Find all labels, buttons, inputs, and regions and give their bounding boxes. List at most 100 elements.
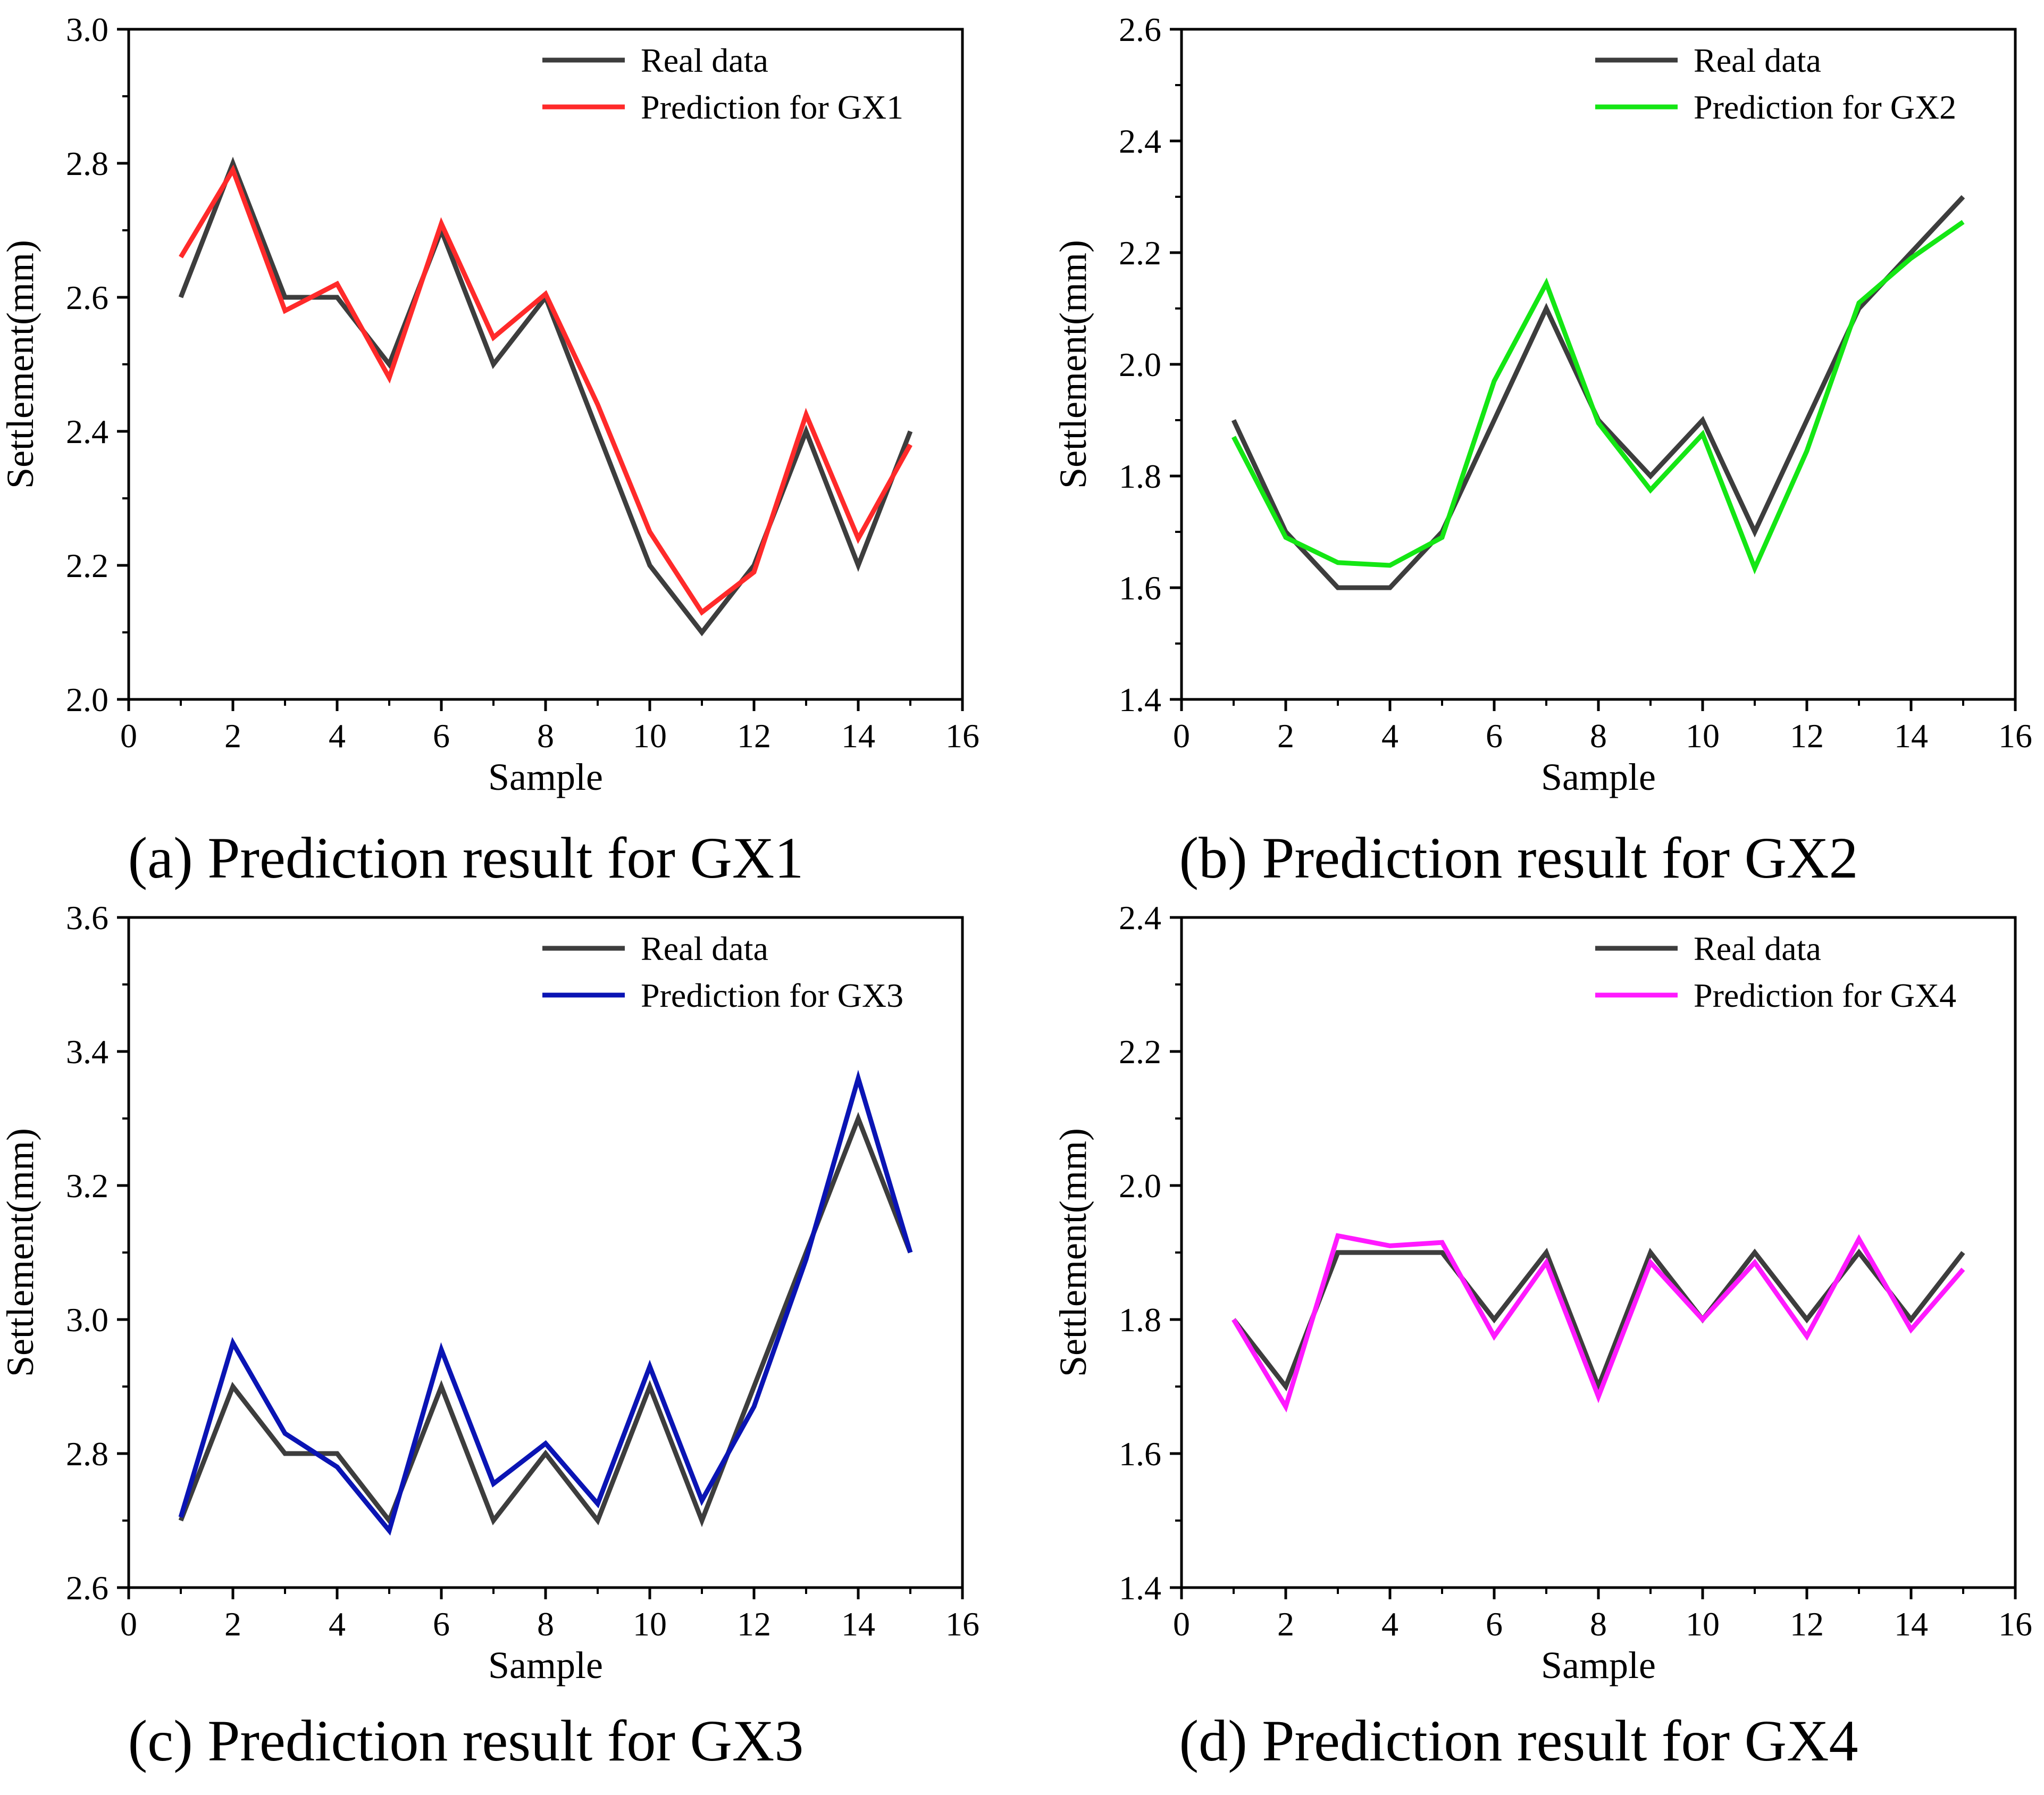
prediction-point [180, 1516, 182, 1518]
legend-label: Prediction for GX4 [1694, 976, 1956, 1014]
x-tick-label: 10 [633, 1605, 667, 1643]
real-data-point [857, 564, 859, 566]
y-tick-label: 1.8 [1119, 457, 1161, 495]
prediction-point [805, 1258, 807, 1260]
prediction-point [544, 1442, 547, 1445]
prediction-point [649, 531, 651, 533]
x-tick-label: 0 [1173, 1605, 1190, 1643]
real-data-point [1597, 1385, 1599, 1388]
real-data-point [1806, 1318, 1808, 1321]
prediction-point [1962, 1268, 1964, 1271]
real-data-point [1441, 1251, 1443, 1254]
real-data-point [492, 1520, 495, 1522]
y-axis-label: Settlement(mm) [1052, 1128, 1094, 1377]
real-data-point [597, 430, 599, 432]
prediction-point [701, 1499, 703, 1501]
y-axis-label: Settlement(mm) [1052, 240, 1094, 489]
prediction-point [597, 1503, 599, 1505]
prediction-point [1493, 380, 1495, 382]
real-data-point [1649, 1251, 1652, 1254]
x-axis-label: Sample [1541, 756, 1656, 798]
prediction-point [284, 1432, 286, 1434]
real-data-point [440, 1385, 442, 1388]
x-tick-label: 6 [1486, 1605, 1503, 1643]
real-data-point [1962, 1251, 1964, 1254]
y-tick-label: 2.2 [1119, 234, 1161, 272]
real-data-point [1754, 531, 1756, 533]
real-data-point [1649, 475, 1652, 477]
x-tick-label: 8 [1590, 1605, 1607, 1643]
real-data-point [284, 296, 286, 298]
prediction-line [1232, 1233, 1965, 1413]
prediction-point [388, 1530, 390, 1532]
y-tick-label: 2.0 [1119, 346, 1161, 383]
real-data-point [857, 1117, 859, 1120]
panel-caption: (a) Prediction result for GX1 [128, 825, 804, 890]
real-data-point [1545, 307, 1547, 310]
x-tick-label: 2 [224, 717, 241, 755]
y-axis-label: Settlement(mm) [0, 240, 41, 489]
x-tick-label: 6 [1486, 717, 1503, 755]
y-tick-label: 1.6 [1119, 569, 1161, 607]
real-data-line [178, 156, 913, 637]
x-axis-label: Sample [488, 1644, 603, 1687]
x-tick-label: 6 [433, 717, 450, 755]
x-tick-label: 16 [1998, 717, 2032, 755]
legend-label: Real data [1694, 930, 1821, 967]
chart-panel-1: 0 2 4 6 8 10 12 14 16 2.0 2.2 2.4 2.6 2.8 3.0 Sample Set… [0, 11, 979, 890]
prediction-point [1233, 436, 1235, 438]
y-tick-label: 3.4 [66, 1033, 108, 1071]
prediction-line [178, 1070, 913, 1536]
legend: Real data Prediction for GX1 [542, 41, 903, 126]
y-tick-label: 2.0 [1119, 1167, 1161, 1205]
real-data-point [805, 430, 807, 432]
prediction-point [1285, 537, 1287, 539]
legend-label: Real data [641, 41, 768, 79]
x-tick-label: 6 [433, 1605, 450, 1643]
y-tick-label: 1.8 [1119, 1301, 1161, 1339]
x-tick-label: 10 [633, 717, 667, 755]
prediction-point [1649, 1262, 1652, 1264]
prediction-point [1806, 1335, 1808, 1338]
chart-panel-2: 0 2 4 6 8 10 12 14 16 1.4 1.6 1.8 2.0 2.2 2.4 2.6 Sample… [1052, 11, 2032, 890]
x-tick-label: 14 [841, 1605, 875, 1643]
real-data-point [753, 1385, 755, 1388]
prediction-point [753, 1406, 755, 1408]
real-data-line [1232, 1247, 1965, 1393]
y-tick-label: 2.0 [66, 681, 108, 719]
y-tick-label: 2.6 [1119, 11, 1161, 48]
prediction-point [388, 377, 390, 379]
prediction-point [336, 1466, 338, 1468]
real-data-point [1806, 419, 1808, 421]
real-data-point [336, 296, 338, 298]
y-tick-label: 2.8 [66, 1435, 108, 1473]
real-data-point [336, 1452, 338, 1455]
prediction-point [1337, 562, 1339, 564]
real-data-point [232, 162, 234, 164]
real-data-point [180, 296, 182, 298]
legend-label: Prediction for GX2 [1694, 88, 1956, 126]
real-data-point [1233, 419, 1235, 421]
x-tick-label: 8 [1590, 717, 1607, 755]
real-data-point [1545, 1251, 1547, 1254]
y-tick-label: 2.6 [66, 1569, 108, 1607]
legend: Real data Prediction for GX4 [1595, 930, 1956, 1014]
x-tick-label: 8 [537, 717, 554, 755]
prediction-point [1441, 537, 1443, 539]
prediction-point [1389, 1245, 1391, 1247]
real-data-point [649, 564, 651, 566]
plot-frame [127, 28, 964, 701]
chart-panel-3: 0 2 4 6 8 10 12 14 16 2.6 2.8 3.0 3.2 3.4 3.6 Sample Set… [0, 899, 979, 1773]
prediction-point [1597, 1396, 1599, 1398]
y-tick-label: 3.0 [66, 11, 108, 48]
prediction-point [544, 293, 547, 295]
x-tick-label: 8 [537, 1605, 554, 1643]
prediction-point [1910, 257, 1912, 260]
prediction-point [180, 256, 182, 258]
x-tick-label: 2 [1277, 1605, 1294, 1643]
prediction-point [492, 1483, 495, 1485]
prediction-point [805, 414, 807, 416]
x-tick-label: 4 [1381, 1605, 1398, 1643]
prediction-point [1754, 1262, 1756, 1264]
prediction-point [1806, 450, 1808, 452]
